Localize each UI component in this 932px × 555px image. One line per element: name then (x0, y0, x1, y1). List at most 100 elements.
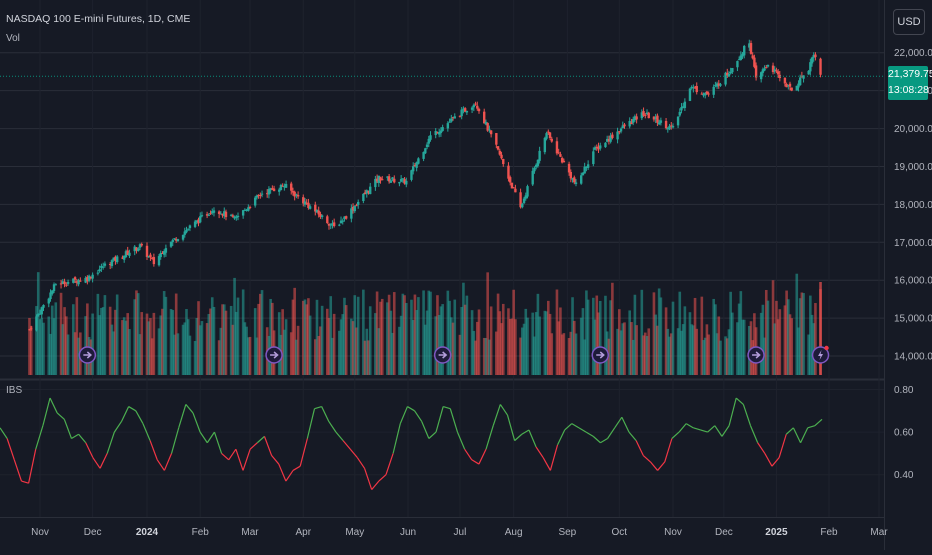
candle-body (417, 158, 420, 164)
volume-bar (798, 298, 802, 375)
volume-bar (35, 306, 38, 375)
time-tick-label: Dec (84, 527, 102, 538)
volume-bar (664, 307, 668, 375)
candle-body (507, 165, 510, 179)
ibs-segment (764, 453, 773, 467)
candle-body (355, 205, 358, 207)
volume-bar (724, 336, 727, 375)
candle-body (308, 206, 312, 209)
ibs-segment (206, 431, 215, 444)
volume-bar (271, 302, 274, 375)
volume-bar (247, 337, 250, 375)
volume-bar (463, 304, 467, 375)
volume-bar (489, 306, 493, 375)
candle-body (267, 188, 271, 195)
price-tick-label: 22,000.00 (894, 48, 932, 59)
candle-body (616, 131, 619, 140)
candle-body (802, 75, 805, 79)
volume-bar (353, 295, 357, 375)
volume-bar (96, 293, 100, 375)
volume-bar (571, 297, 574, 375)
volume-bar (761, 304, 765, 375)
volume-bar (305, 304, 308, 375)
volume-bar (702, 340, 705, 375)
volume-bar (725, 338, 729, 375)
earnings-arrow-icon[interactable] (265, 346, 283, 364)
volume-bar (519, 337, 522, 375)
candle-body (585, 166, 588, 169)
ibs-segment (142, 423, 151, 441)
ibs-segment (228, 448, 237, 461)
volume-bar (731, 312, 734, 375)
ibs-segment (649, 461, 659, 471)
candle-body (797, 83, 800, 88)
volume-bar (439, 306, 443, 375)
candle-body (391, 177, 394, 180)
volume-bar (108, 306, 112, 375)
volume-bar (773, 323, 777, 375)
volume-bar (207, 313, 211, 375)
volume-bar (325, 308, 329, 375)
arrow-glyph (270, 351, 279, 359)
volume-bar (790, 318, 793, 375)
earnings-arrow-icon[interactable] (591, 346, 610, 364)
volume-bar (303, 299, 307, 375)
candle-body (281, 185, 284, 187)
lightning-icon[interactable] (811, 345, 830, 364)
ibs-segment (749, 425, 759, 443)
volume-bar (411, 320, 415, 375)
ibs-segment (163, 453, 173, 471)
volume-bar (741, 319, 744, 375)
candle-body (40, 307, 43, 315)
volume-bar (173, 334, 176, 375)
volume-bar (441, 304, 444, 375)
ibs-segment (664, 438, 673, 463)
candle-body (680, 107, 683, 111)
volume-bar (429, 291, 432, 375)
earnings-arrow-icon[interactable] (433, 346, 452, 364)
volume-bar (671, 301, 675, 375)
ibs-segment (549, 444, 559, 471)
ibs-segment (392, 423, 401, 454)
ibs-segment (278, 463, 287, 482)
candle-body (647, 112, 650, 119)
volume-bar (676, 328, 680, 375)
time-tick-label: Oct (612, 527, 628, 538)
ibs-segment (814, 418, 823, 427)
candle-body (573, 177, 576, 183)
alert-dot (824, 345, 829, 351)
candle-body (559, 154, 562, 157)
ibs-segment (328, 421, 337, 433)
earnings-arrow-icon[interactable] (747, 346, 765, 364)
candle-body (320, 215, 324, 217)
volume-bar (695, 328, 699, 375)
candle-body (112, 257, 115, 261)
currency-button[interactable]: USD (893, 9, 925, 35)
earnings-arrow-icon[interactable] (78, 346, 97, 364)
candle-body (502, 158, 505, 165)
candle-body (510, 182, 514, 189)
volume-bar (28, 317, 31, 375)
ibs-segment (435, 406, 444, 433)
volume-bar (693, 297, 697, 375)
candle-body (327, 223, 331, 226)
arrow-glyph (83, 351, 93, 359)
ibs-segment (135, 410, 144, 424)
price-tick-label: 19,000.00 (894, 162, 932, 173)
volume-bar (593, 319, 597, 375)
ibs-segment (485, 425, 494, 450)
ibs-segment (556, 429, 566, 446)
ibs-segment (578, 427, 587, 433)
candle-body (795, 85, 798, 91)
candle-body (666, 127, 670, 130)
ibs-segment (113, 421, 123, 433)
ibs-segment (621, 416, 630, 433)
volume-bar (666, 328, 670, 375)
ibs-segment (521, 429, 530, 435)
candle-body (547, 131, 550, 133)
candle-body (271, 188, 274, 190)
candle-body (441, 127, 444, 131)
volume-bar (512, 289, 515, 375)
